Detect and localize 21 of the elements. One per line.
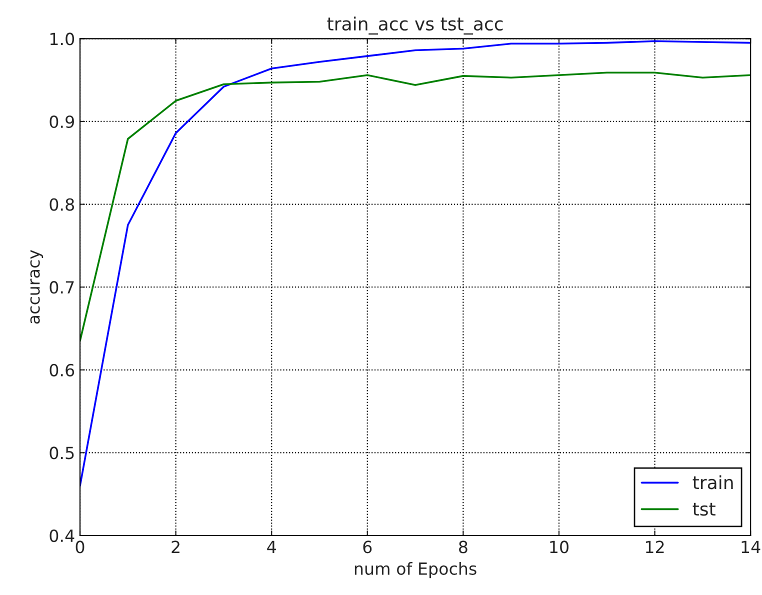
x-axis-title: num of Epochs <box>354 562 476 578</box>
legend-label: train <box>692 475 733 490</box>
line-series <box>80 72 751 342</box>
legend-label: tst <box>692 502 716 516</box>
y-tick-label: 0.5 <box>50 446 74 460</box>
y-tick-label: 0.9 <box>50 115 74 128</box>
y-tick-label: 0.6 <box>50 364 74 376</box>
x-tick-label: 12 <box>646 540 664 554</box>
x-tick-label: 8 <box>459 540 468 554</box>
x-tick-label: 14 <box>742 540 760 554</box>
chart-title: train_acc vs tst_acc <box>327 16 503 35</box>
y-tick-label: 0.8 <box>50 198 74 211</box>
y-tick-label: 0.7 <box>50 281 74 294</box>
x-tick-label: 2 <box>172 540 180 554</box>
y-axis-title: accuracy <box>30 250 44 324</box>
y-tick-label: 0.4 <box>50 529 74 542</box>
x-tick-label: 4 <box>267 540 276 554</box>
x-tick-label: 0 <box>76 540 84 554</box>
x-tick-label: 6 <box>363 540 372 554</box>
y-tick-label: 1.0 <box>50 32 74 46</box>
x-tick-label: 10 <box>550 540 568 554</box>
